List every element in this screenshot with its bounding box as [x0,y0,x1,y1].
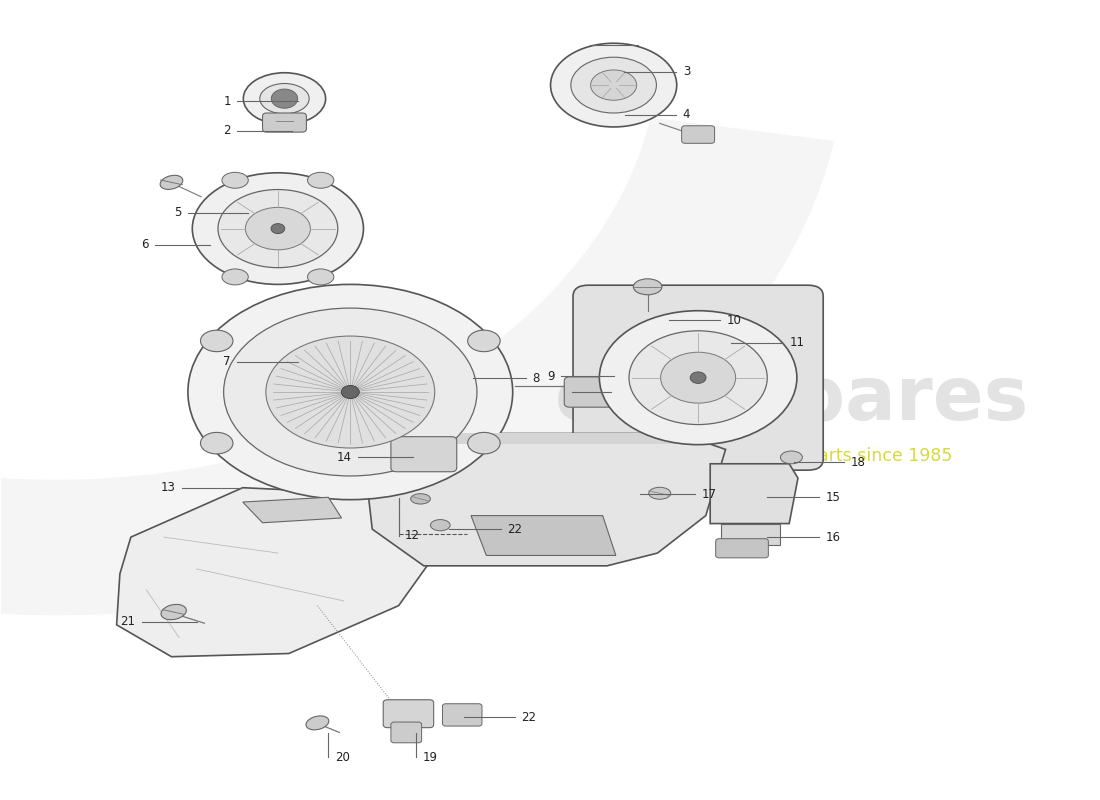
Text: 17: 17 [702,487,716,501]
Ellipse shape [188,285,513,500]
Text: 12: 12 [405,529,420,542]
Text: 7: 7 [223,355,231,368]
Ellipse shape [468,432,500,454]
FancyBboxPatch shape [573,286,823,470]
Ellipse shape [260,83,309,114]
Polygon shape [0,118,834,615]
Ellipse shape [780,451,802,464]
FancyBboxPatch shape [390,437,456,472]
Ellipse shape [410,494,430,504]
Ellipse shape [634,279,662,294]
Text: 18: 18 [850,456,866,469]
Ellipse shape [243,73,326,125]
Ellipse shape [571,57,657,113]
Polygon shape [711,464,798,523]
Polygon shape [361,434,726,566]
Text: a passion for motor parts since 1985: a passion for motor parts since 1985 [630,447,953,465]
Text: 1: 1 [223,94,231,107]
Text: 19: 19 [422,750,438,764]
Ellipse shape [161,175,183,190]
Ellipse shape [661,352,736,403]
Ellipse shape [266,336,434,448]
Ellipse shape [200,432,233,454]
Text: 21: 21 [120,615,135,628]
Ellipse shape [308,172,333,188]
FancyBboxPatch shape [383,700,433,728]
Text: 14: 14 [337,451,351,464]
Ellipse shape [308,269,333,285]
Ellipse shape [591,70,637,100]
FancyBboxPatch shape [263,113,307,132]
FancyBboxPatch shape [564,377,619,407]
FancyBboxPatch shape [442,704,482,726]
Text: 13: 13 [161,481,176,494]
Ellipse shape [223,308,477,476]
Ellipse shape [649,487,671,499]
Text: 22: 22 [507,522,522,536]
Text: 9: 9 [547,370,554,382]
Text: 3: 3 [683,65,690,78]
Ellipse shape [218,190,338,268]
Ellipse shape [192,173,363,285]
Ellipse shape [222,269,249,285]
Polygon shape [243,498,341,522]
Text: 20: 20 [334,750,350,764]
Ellipse shape [600,310,796,445]
Text: 4: 4 [683,108,691,121]
Text: 6: 6 [141,238,149,251]
Text: 10: 10 [727,314,741,326]
Text: 22: 22 [521,710,537,724]
Ellipse shape [200,330,233,352]
Ellipse shape [306,716,329,730]
Circle shape [690,372,706,383]
Text: 2: 2 [223,124,231,137]
Text: eurospares: eurospares [554,363,1028,437]
Ellipse shape [222,172,249,188]
Polygon shape [722,523,780,545]
Polygon shape [117,484,453,657]
Text: 16: 16 [825,530,840,544]
Ellipse shape [550,43,676,127]
FancyBboxPatch shape [682,126,715,143]
Text: 5: 5 [174,206,182,219]
Text: 15: 15 [825,490,840,504]
Ellipse shape [629,331,768,425]
Polygon shape [471,515,616,555]
Circle shape [272,89,298,108]
Ellipse shape [468,330,500,352]
Circle shape [341,386,360,398]
Ellipse shape [161,605,186,620]
Text: 11: 11 [789,336,804,349]
Text: 8: 8 [532,372,540,385]
Circle shape [271,224,285,234]
Ellipse shape [430,519,450,530]
Polygon shape [361,434,680,444]
FancyBboxPatch shape [390,722,421,743]
FancyBboxPatch shape [716,538,768,558]
Ellipse shape [245,207,310,250]
